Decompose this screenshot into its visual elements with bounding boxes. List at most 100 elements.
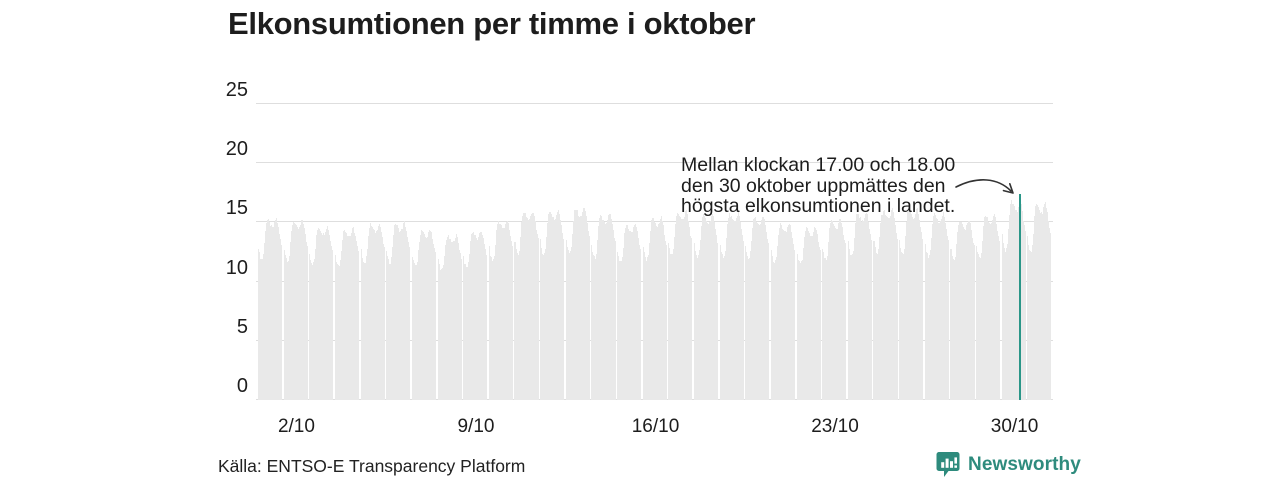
hour-bar (361, 258, 363, 400)
hour-bar (614, 240, 616, 400)
hour-bar (1011, 203, 1013, 400)
hour-bar (1008, 214, 1010, 400)
hour-bar (330, 240, 332, 400)
hour-bar (1027, 235, 1029, 400)
hour-bar (619, 260, 621, 400)
hour-bar (533, 215, 535, 400)
hour-bar (603, 221, 605, 400)
hour-bar (621, 260, 623, 400)
hour-bar (569, 250, 571, 400)
hour-bar (328, 229, 330, 400)
hour-bar (1021, 211, 1023, 400)
hour-bar (629, 230, 631, 400)
hour-bar (450, 242, 452, 400)
hour-bar (261, 258, 263, 400)
hour-bar (922, 239, 924, 400)
hour-bar (1009, 204, 1011, 400)
hour-bar (753, 219, 755, 400)
x-axis-tick-label: 23/10 (811, 416, 859, 437)
hour-bar (756, 222, 758, 400)
hour-bar (336, 264, 339, 400)
hour-bar (734, 220, 736, 400)
hour-bar (381, 236, 383, 400)
hour-bar (775, 257, 777, 400)
hour-bar (965, 230, 967, 400)
hour-bar (807, 231, 809, 400)
hour-bar (550, 211, 552, 400)
hour-bar (704, 217, 707, 400)
hour-bar (540, 239, 542, 400)
hour-bar (500, 225, 502, 400)
hour-bar (443, 256, 445, 400)
hour-bar (572, 220, 574, 400)
hour-bar (781, 228, 784, 400)
hour-bar (464, 263, 466, 400)
hour-bar (471, 234, 473, 400)
hour-bar (476, 237, 478, 400)
hour-bar (488, 246, 490, 400)
hour-bar (648, 242, 650, 400)
hour-bar (673, 249, 675, 400)
hour-bar (631, 231, 633, 400)
hour-bar (288, 255, 290, 400)
hour-bar (319, 228, 321, 400)
hour-bar (808, 233, 810, 400)
hour-bar (817, 241, 819, 400)
hour-bar (344, 231, 347, 400)
hour-bar (646, 257, 648, 400)
hour-bar (611, 223, 613, 400)
hour-bar (345, 232, 348, 400)
hour-bar (283, 249, 285, 400)
hour-bar (653, 222, 655, 400)
hour-bar (868, 229, 870, 400)
hour-bar (360, 249, 362, 400)
hour-bar (622, 257, 624, 400)
hour-bar (912, 216, 914, 400)
hour-bar (599, 218, 601, 400)
hour-bar (354, 236, 357, 400)
hour-bar (938, 223, 940, 400)
hour-bar (877, 253, 879, 400)
hour-bar (890, 209, 892, 400)
hour-bar (921, 232, 923, 400)
hour-bar (739, 221, 741, 400)
hour-bar (736, 215, 738, 400)
hour-bar (518, 255, 520, 400)
hour-bar (412, 260, 414, 400)
hour-bar (366, 248, 368, 400)
hour-bar (843, 235, 845, 400)
hour-bar (406, 231, 408, 400)
hour-bar (814, 227, 816, 400)
hour-bar (324, 235, 326, 400)
hour-bar (829, 228, 831, 400)
hour-bar (582, 207, 584, 400)
hour-bar (886, 216, 888, 400)
hour-bar (689, 227, 691, 400)
hour-bar (952, 258, 954, 400)
hour-bar (915, 213, 917, 400)
hour-bar (709, 220, 712, 400)
hour-bar (271, 225, 273, 400)
hour-bar (642, 247, 644, 400)
hour-bar (534, 220, 536, 400)
hour-bar (977, 251, 979, 400)
hour-bar (720, 251, 722, 400)
hour-bar (383, 246, 385, 400)
hour-bar (276, 218, 278, 400)
source-caption: Källa: ENTSO-E Transparency Platform (218, 456, 526, 476)
hour-bar (958, 225, 960, 400)
hour-bar (327, 225, 329, 400)
hour-bar (762, 216, 764, 400)
hour-bar (679, 216, 681, 400)
hour-bar (876, 253, 878, 400)
hour-bar (403, 222, 405, 400)
hour-bar (468, 261, 470, 400)
hour-bar (827, 255, 829, 400)
hour-bar (504, 224, 506, 400)
hour-bar (901, 252, 903, 400)
hour-bar (892, 211, 894, 400)
hour-bar (990, 224, 992, 400)
hour-bar (997, 231, 999, 400)
hour-bar (716, 235, 718, 400)
